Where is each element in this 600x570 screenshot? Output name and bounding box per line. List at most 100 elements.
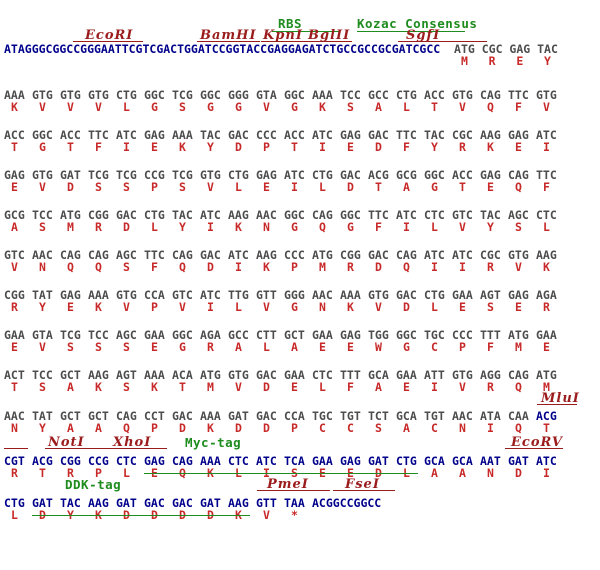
- codon: GTG: [536, 88, 557, 102]
- codon: TGC: [424, 328, 445, 342]
- amino-acid: D: [347, 180, 354, 194]
- codon: ACG: [32, 454, 53, 468]
- amino-acid: G: [207, 100, 214, 114]
- codon: CAG: [88, 248, 109, 262]
- feature-label-kozac-consensus: Kozac Consensus: [357, 16, 478, 31]
- amino-acid: K: [11, 100, 18, 114]
- amino-acid: F: [375, 220, 382, 234]
- codon: GTT: [256, 288, 277, 302]
- codon: TGT: [340, 409, 361, 423]
- codon: GGC: [284, 208, 305, 222]
- codon: ATC: [536, 128, 557, 142]
- amino-acid: I: [235, 260, 242, 274]
- amino-acid: T: [543, 421, 550, 435]
- codon: CCA: [284, 409, 305, 423]
- codon: AGC: [116, 248, 137, 262]
- dna-codon-row-7: CGG TAT GAG AAA GTG CCA GTC ATC TTG GTT GGG AAC AAA G…: [4, 284, 564, 303]
- codon: CGC: [452, 128, 473, 142]
- codon: TTC: [396, 128, 417, 142]
- amino-acid: A: [403, 180, 410, 194]
- codon: AGT: [480, 288, 501, 302]
- amino-acid: G: [431, 180, 438, 194]
- amino-acid: M: [319, 260, 326, 274]
- amino-acid: M: [67, 220, 74, 234]
- codon: GGC: [200, 88, 221, 102]
- codon: GAT: [508, 454, 529, 468]
- codon: AAC: [452, 409, 473, 423]
- codon: CGG: [88, 208, 109, 222]
- amino-acid: T: [291, 140, 298, 154]
- codon: GAC: [256, 368, 277, 382]
- amino-acid: D: [207, 260, 214, 274]
- codon: CAG: [480, 88, 501, 102]
- amino-acid: L: [431, 220, 438, 234]
- label-underline-kpni: [261, 41, 315, 42]
- codon: GCC: [228, 328, 249, 342]
- amino-acid: S: [39, 380, 46, 394]
- amino-acid: G: [151, 100, 158, 114]
- amino-acid: P: [291, 260, 298, 274]
- amino-acid: K: [263, 260, 270, 274]
- amino-acid: V: [263, 508, 270, 522]
- amino-acid: Y: [431, 140, 438, 154]
- amino-acid: L: [151, 220, 158, 234]
- codon: GTC: [4, 248, 25, 262]
- amino-acid: G: [235, 100, 242, 114]
- codon: TCG: [116, 168, 137, 182]
- codon: GGC: [172, 328, 193, 342]
- amino-acid: A: [291, 340, 298, 354]
- codon: ATC: [536, 454, 557, 468]
- feature-label-ddk-tag: DDK-tag: [65, 477, 122, 492]
- amino-acid: D: [235, 140, 242, 154]
- codon: GGC: [144, 88, 165, 102]
- codon: CAG: [508, 368, 529, 382]
- amino-acid: Y: [207, 140, 214, 154]
- amino-acid: E: [151, 340, 158, 354]
- amino-acid: Q: [515, 421, 522, 435]
- amino-acid: E: [515, 300, 522, 314]
- codon: TAC: [200, 128, 221, 142]
- amino-acid: E: [487, 180, 494, 194]
- amino-acid: V: [11, 260, 18, 274]
- amino-acid: Y: [487, 220, 494, 234]
- codon: ATC: [228, 248, 249, 262]
- amino-acid: E: [11, 340, 18, 354]
- codon: AAG: [228, 496, 249, 510]
- codon: CGG: [4, 288, 25, 302]
- amino-acid: I: [543, 466, 550, 480]
- codon: CTG: [228, 168, 249, 182]
- codon: ATC: [256, 454, 277, 468]
- amino-acid: G: [291, 220, 298, 234]
- amino-acid: R: [11, 300, 18, 314]
- amino-acid: K: [207, 421, 214, 435]
- amino-acid: E: [403, 380, 410, 394]
- codon: GAG: [144, 128, 165, 142]
- amino-acid-row-12: LDYKDDDDKV*: [4, 504, 312, 523]
- codon: GAA: [396, 368, 417, 382]
- codon: GCT: [88, 409, 109, 423]
- amino-acid: K: [179, 140, 186, 154]
- codon: AAG: [88, 496, 109, 510]
- codon: TAC: [424, 128, 445, 142]
- amino-acid: T: [67, 140, 74, 154]
- codon: TCT: [368, 409, 389, 423]
- vector-sequence-5prime: ATAGGGCGGCCGGGAATTCGTCGACTGGATCCGGTACCGA…: [4, 42, 441, 56]
- amino-acid: S: [123, 380, 130, 394]
- codon: CAG: [508, 168, 529, 182]
- codon: GGG: [228, 88, 249, 102]
- amino-acid: G: [39, 140, 46, 154]
- amino-acid: R: [487, 380, 494, 394]
- amino-acid: T: [11, 140, 18, 154]
- codon: GTG: [452, 88, 473, 102]
- codon: ATT: [424, 368, 445, 382]
- feature-label-rbs: RBS: [278, 16, 303, 31]
- amino-acid: G: [291, 300, 298, 314]
- amino-acid: A: [235, 340, 242, 354]
- amino-acid: K: [347, 300, 354, 314]
- dna-codon-row-11: CGT ACG CGG CCG CTC GAG CAG AAA CTC ATC TCA GAA GAG G…: [4, 450, 564, 469]
- amino-acid: V: [375, 300, 382, 314]
- codon: GAA: [4, 328, 25, 342]
- amino-acid: T: [431, 100, 438, 114]
